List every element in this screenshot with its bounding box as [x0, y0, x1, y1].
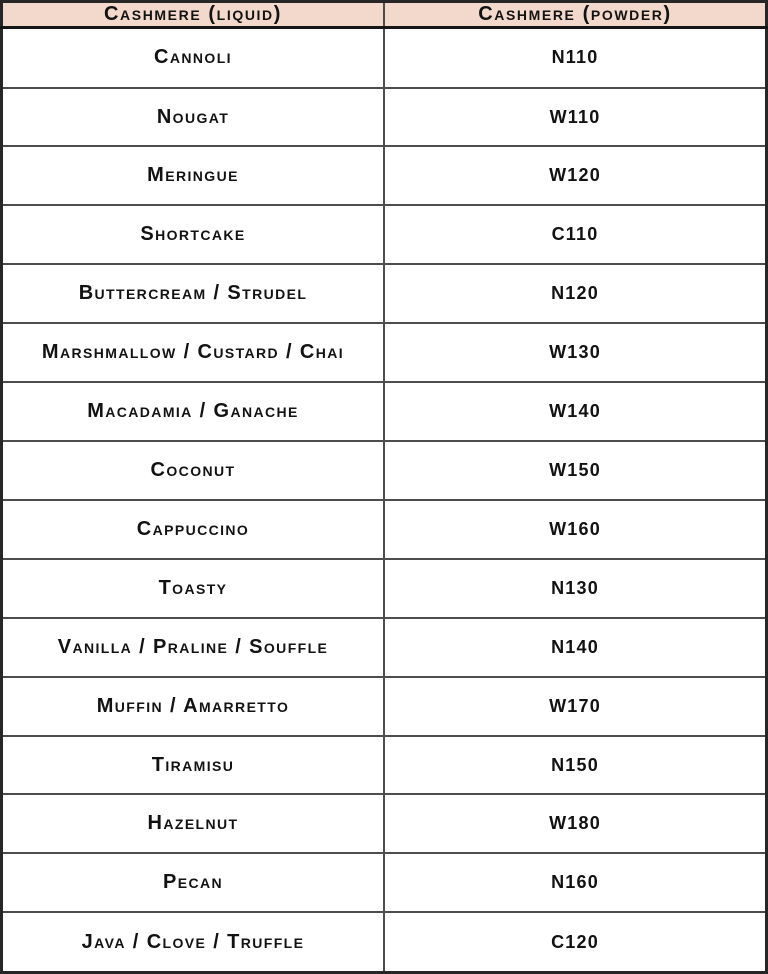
powder-code-cell: W130 [383, 322, 768, 384]
liquid-name-cell: Macadamia / Ganache [0, 381, 385, 443]
liquid-name-cell: Java / Clove / Truffle [0, 911, 385, 974]
header-cashmere-liquid: Cashmere (liquid) [0, 0, 385, 29]
liquid-name-cell: Cappuccino [0, 498, 385, 560]
table-row: Muffin / Amarretto W170 [0, 675, 768, 737]
liquid-name-cell: Buttercream / Strudel [0, 263, 385, 325]
powder-code-cell: W140 [383, 381, 768, 443]
table-body: Cannoli N110 Nougat W110 Meringue W120 Shortca… [0, 26, 768, 974]
powder-code-cell: W120 [383, 145, 768, 207]
powder-code-cell: W180 [383, 793, 768, 855]
liquid-name-cell: Pecan [0, 852, 385, 914]
powder-code-cell: N140 [383, 616, 768, 678]
powder-code-cell: W170 [383, 675, 768, 737]
powder-code-cell: W150 [383, 440, 768, 501]
powder-code-cell: W160 [383, 498, 768, 560]
table-row: Coconut W150 [0, 440, 768, 501]
liquid-name-cell: Muffin / Amarretto [0, 675, 385, 737]
table-row: Cappuccino W160 [0, 498, 768, 560]
powder-code-cell: N160 [383, 852, 768, 914]
table-header: Cashmere (liquid) Cashmere (powder) [0, 0, 768, 29]
table-row: Marshmallow / Custard / Chai W130 [0, 322, 768, 384]
table-row: Java / Clove / Truffle C120 [0, 911, 768, 974]
powder-code-cell: N130 [383, 557, 768, 619]
powder-code-cell: N120 [383, 263, 768, 325]
table-row: Tiramisu N150 [0, 734, 768, 796]
powder-code-cell: W110 [383, 86, 768, 148]
liquid-name-cell: Marshmallow / Custard / Chai [0, 322, 385, 384]
table-row: Toasty N130 [0, 557, 768, 619]
liquid-name-cell: Shortcake [0, 204, 385, 266]
liquid-name-cell: Nougat [0, 86, 385, 148]
table-row: Cannoli N110 [0, 26, 768, 89]
powder-code-cell: N110 [383, 26, 768, 89]
liquid-name-cell: Vanilla / Praline / Souffle [0, 616, 385, 678]
powder-code-cell: C120 [383, 911, 768, 974]
liquid-name-cell: Coconut [0, 440, 385, 501]
liquid-name-cell: Meringue [0, 145, 385, 207]
table-row: Meringue W120 [0, 145, 768, 207]
table-row: Shortcake C110 [0, 204, 768, 266]
table-row: Vanilla / Praline / Souffle N140 [0, 616, 768, 678]
table-row: Buttercream / Strudel N120 [0, 263, 768, 325]
header-cashmere-powder: Cashmere (powder) [383, 0, 768, 29]
liquid-name-cell: Hazelnut [0, 793, 385, 855]
liquid-name-cell: Toasty [0, 557, 385, 619]
powder-code-cell: N150 [383, 734, 768, 796]
table-row: Macadamia / Ganache W140 [0, 381, 768, 443]
table-row: Nougat W110 [0, 86, 768, 148]
liquid-name-cell: Cannoli [0, 26, 385, 89]
powder-code-cell: C110 [383, 204, 768, 266]
header-row: Cashmere (liquid) Cashmere (powder) [0, 0, 768, 29]
liquid-name-cell: Tiramisu [0, 734, 385, 796]
table-row: Hazelnut W180 [0, 793, 768, 855]
table-row: Pecan N160 [0, 852, 768, 914]
